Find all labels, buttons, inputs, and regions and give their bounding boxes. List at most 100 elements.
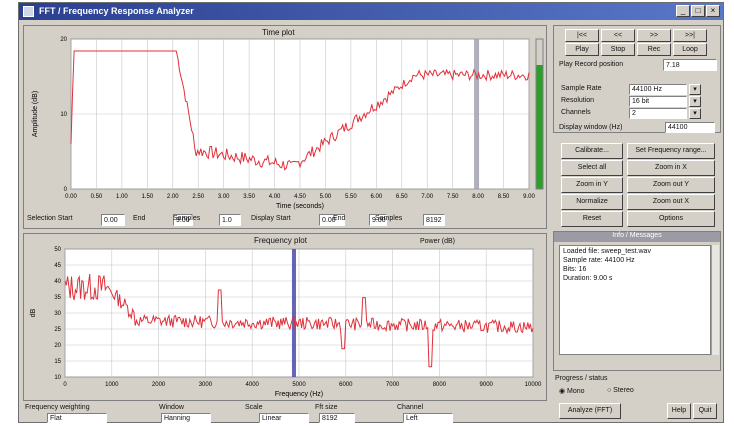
time-plot-x-tick: 1.00	[116, 194, 128, 200]
status-field-label: Samples	[375, 215, 403, 222]
transport-button[interactable]: |<<	[565, 29, 599, 42]
maximize-button[interactable]: □	[691, 5, 705, 17]
setting-value-select[interactable]: Left	[403, 413, 453, 423]
frequency-plot[interactable]: 0 1000 2000 3000 4000 5000 6000 7000 8000 9000 100…	[23, 233, 547, 401]
time-plot-cursor	[474, 39, 480, 189]
time-plot-x-tick: 0.00	[65, 194, 77, 200]
settings-label: Resolution	[561, 97, 595, 104]
display-window-field[interactable]: 44100	[665, 122, 715, 133]
setting-value-select[interactable]: Flat	[47, 413, 107, 423]
info-listbox[interactable]: Loaded file: sweep_test.wav Sample rate: …	[559, 245, 711, 355]
level-meter-frame	[535, 38, 544, 190]
frequency-plot-y-tick: 40	[54, 279, 61, 285]
frequency-plot-y-label: dB	[30, 308, 37, 317]
time-plot-x-tick: 4.00	[269, 194, 281, 200]
footer-button[interactable]: Quit	[693, 403, 717, 419]
level-meter-bar	[536, 65, 543, 189]
frequency-plot-x-tick: 4000	[246, 382, 260, 388]
action-button[interactable]: Normalize	[561, 194, 623, 210]
footer-button[interactable]: Help	[667, 403, 691, 419]
window-title: FFT / Frequency Response Analyzer	[39, 6, 194, 16]
status-field-value[interactable]: 8192	[423, 214, 445, 226]
settings-select[interactable]: 2	[629, 108, 687, 119]
radio-option[interactable]: ◉ Mono	[559, 388, 585, 395]
status-field-value[interactable]: 1.0	[219, 214, 241, 226]
setting-value-select[interactable]: 8192	[319, 413, 355, 423]
radio-option[interactable]: ○ Stereo	[607, 387, 634, 394]
transport-button[interactable]: Play	[565, 43, 599, 56]
time-plot-y-tick: 10	[60, 112, 67, 118]
dropdown-arrow-icon[interactable]: ▾	[689, 108, 701, 119]
frequency-plot-y-tick: 10	[54, 375, 61, 381]
play-position-field[interactable]: 7.18	[663, 59, 717, 71]
time-plot-x-tick: 8.50	[498, 194, 510, 200]
app-icon	[23, 6, 34, 17]
dropdown-arrow-icon[interactable]: ▾	[689, 96, 701, 107]
status-field-value[interactable]: 9.00	[369, 214, 387, 226]
close-button[interactable]: ×	[706, 5, 720, 17]
time-plot-x-tick: 6.50	[396, 194, 408, 200]
setting-label: Fft size	[315, 404, 338, 411]
time-plot-title: Time plot	[262, 28, 295, 37]
action-button[interactable]: Options	[627, 211, 715, 227]
frequency-plot-x-tick: 10000	[525, 382, 542, 388]
dropdown-arrow-icon[interactable]: ▾	[689, 84, 701, 95]
transport-button[interactable]: Loop	[673, 43, 707, 56]
frequency-plot-cursor	[291, 249, 296, 377]
time-plot-x-label: Time (seconds)	[276, 203, 324, 210]
time-plot-x-tick: 7.00	[421, 194, 433, 200]
frequency-plot-x-tick: 7000	[386, 382, 400, 388]
frequency-plot-x-tick: 8000	[433, 382, 447, 388]
setting-value-select[interactable]: Hanning	[161, 413, 211, 423]
minimize-button[interactable]: _	[676, 5, 690, 17]
frequency-plot-x-tick: 2000	[152, 382, 166, 388]
settings-select[interactable]: 16 bit	[629, 96, 687, 107]
setting-value-select[interactable]: Linear	[259, 413, 309, 423]
time-plot-x-tick: 2.50	[192, 194, 204, 200]
frequency-plot-y-tick: 25	[54, 327, 61, 333]
action-button[interactable]: Zoom in Y	[561, 177, 623, 193]
transport-button[interactable]: <<	[601, 29, 635, 42]
frequency-plot-x-tick: 3000	[199, 382, 213, 388]
frequency-plot-legend: Power (dB)	[420, 238, 456, 245]
action-button[interactable]: Select all	[561, 160, 623, 176]
title-bar: FFT / Frequency Response Analyzer _ □ ×	[19, 3, 723, 20]
time-plot-x-tick: 3.50	[243, 194, 255, 200]
frequency-plot-x-tick: 6000	[339, 382, 353, 388]
frequency-plot-y-tick: 20	[54, 343, 61, 349]
info-panel-title: Info / Messages	[554, 232, 720, 242]
time-plot-x-tick: 7.50	[447, 194, 459, 200]
action-button[interactable]: Zoom in X	[627, 160, 715, 176]
status-field-value[interactable]: 0.00	[101, 214, 125, 226]
time-plot-y-tick: 20	[60, 37, 67, 43]
action-button[interactable]: Zoom out X	[627, 194, 715, 210]
play-position-label: Play Record position	[559, 61, 624, 68]
time-plot[interactable]: 0.00 0.50 1.00 1.50 2.00 2.50 3.00 3.50 4.00 4.50…	[23, 25, 547, 215]
time-plot-x-tick: 9.00	[523, 194, 535, 200]
frequency-plot-x-tick: 1000	[105, 382, 119, 388]
settings-select[interactable]: 44100 Hz	[629, 84, 687, 95]
status-field-label: Display Start	[251, 215, 291, 222]
status-field-value[interactable]: 9.00	[173, 214, 193, 226]
settings-label: Channels	[561, 109, 591, 116]
action-button[interactable]: Set Frequency range...	[627, 143, 715, 159]
setting-label: Channel	[397, 404, 424, 411]
frequency-plot-x-tick: 9000	[480, 382, 494, 388]
settings-label: Sample Rate	[561, 85, 602, 92]
footer-button[interactable]: Analyze (FFT)	[559, 403, 621, 419]
setting-label: Frequency weighting	[25, 404, 90, 411]
info-scrollbar[interactable]	[711, 245, 719, 355]
transport-button[interactable]: >>|	[673, 29, 707, 42]
transport-button[interactable]: Rec	[637, 43, 671, 56]
time-plot-y-label: Amplitude (dB)	[32, 91, 39, 137]
action-button[interactable]: Calibrate...	[561, 143, 623, 159]
time-plot-x-tick: 2.00	[167, 194, 179, 200]
action-button[interactable]: Zoom out Y	[627, 177, 715, 193]
transport-button[interactable]: Stop	[601, 43, 635, 56]
frequency-plot-title: Frequency plot	[254, 236, 307, 245]
time-plot-x-tick: 6.00	[370, 194, 382, 200]
transport-button[interactable]: >>	[637, 29, 671, 42]
status-field-value[interactable]: 0.00	[319, 214, 345, 226]
status-field-label: Selection Start	[27, 215, 73, 222]
action-button[interactable]: Reset	[561, 211, 623, 227]
